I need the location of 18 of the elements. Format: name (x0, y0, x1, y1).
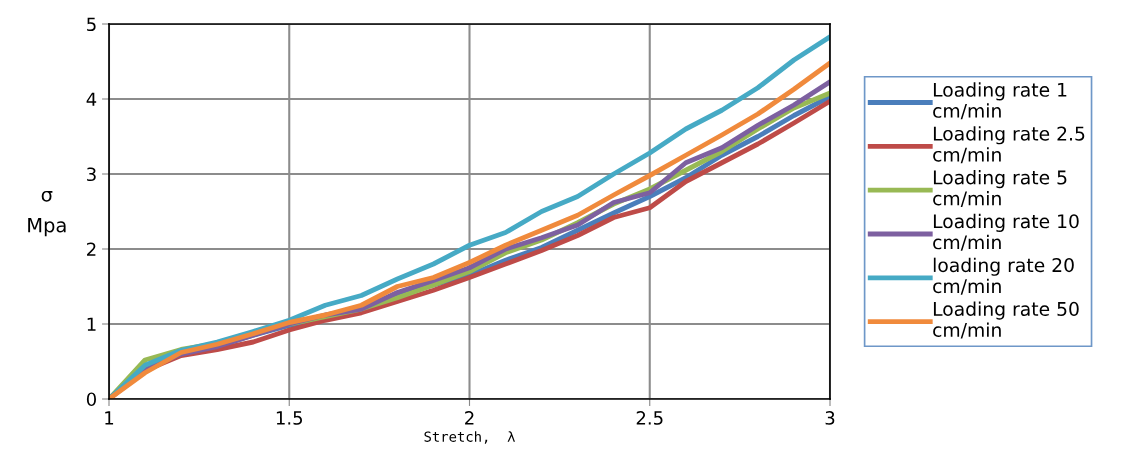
x-tick-label: 1.5 (276, 411, 303, 425)
x-tick-label: 1 (105, 411, 114, 425)
y-tick-label: 1 (87, 317, 96, 331)
y-tick-label: 5 (87, 17, 96, 32)
x-axis-title: Stretch, λ (424, 431, 515, 444)
y-tick-label: 4 (86, 92, 97, 106)
x-tick-label: 2 (465, 411, 474, 425)
y-tick-label: 0 (86, 392, 96, 407)
y-axis-title: σ Mpa (28, 190, 66, 237)
y-tick-label: 3 (87, 167, 96, 182)
legend-label: Loading rate 50 cm/min (933, 301, 1079, 339)
x-tick-label: 2.5 (636, 411, 663, 425)
legend-label: Loading rate 5 cm/min (933, 170, 1067, 207)
legend-label: Loading rate 1 cm/min (933, 82, 1067, 120)
y-tick-label: 2 (87, 242, 96, 256)
x-tick-label: 3 (825, 411, 835, 425)
legend-label: loading rate 20 cm/min (933, 257, 1074, 295)
legend-label: Loading rate 2.5 cm/min (933, 126, 1085, 164)
